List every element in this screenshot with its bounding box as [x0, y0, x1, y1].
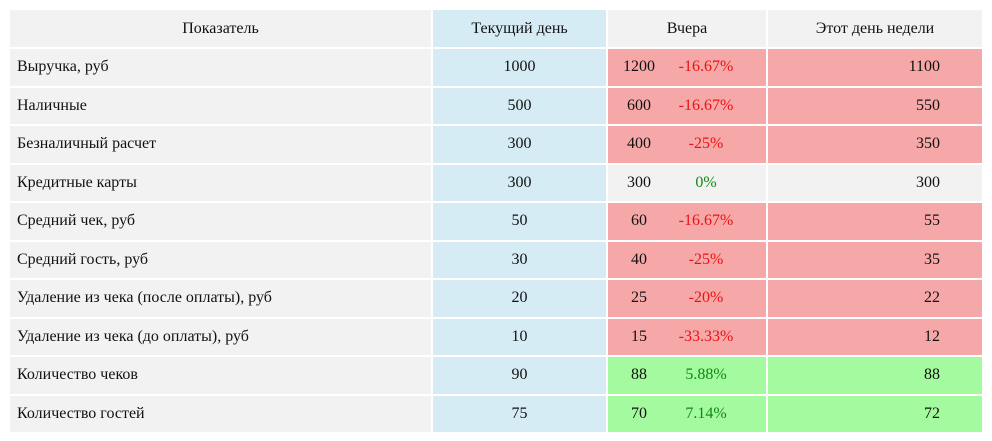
yesterday-value: 25	[631, 289, 647, 307]
yesterday-value: 600	[627, 96, 651, 114]
metric-name: Выручка, руб	[10, 49, 431, 86]
current-day-value: 300	[433, 126, 606, 163]
table-row: Количество чеков 90 88 5.88% 88	[10, 357, 982, 394]
current-day-value: 50	[433, 203, 606, 240]
yesterday-cell: 300 0%	[608, 164, 766, 201]
yesterday-value: 15	[631, 327, 647, 345]
weekday-value: 22	[768, 280, 982, 317]
weekday-value: 55	[768, 203, 982, 240]
table-row: Безналичный расчет 300 400 -25% 350	[10, 126, 982, 163]
table-header-row: Показатель Текущий день Вчера Этот день …	[10, 10, 982, 47]
yesterday-change-percent: -33.33%	[678, 327, 734, 345]
current-day-value: 30	[433, 241, 606, 278]
weekday-value: 88	[768, 357, 982, 394]
yesterday-value: 60	[631, 212, 647, 230]
weekday-value: 72	[768, 395, 982, 432]
yesterday-value: 88	[631, 366, 647, 384]
weekday-value: 550	[768, 87, 982, 124]
table-row: Удаление из чека (после оплаты), руб 20 …	[10, 280, 982, 317]
yesterday-value: 400	[627, 135, 651, 153]
table-body: Выручка, руб 1000 1200 -16.67% 1100 Нали…	[10, 49, 982, 432]
weekday-value: 300	[768, 164, 982, 201]
yesterday-value: 300	[627, 173, 651, 191]
comparison-table: Показатель Текущий день Вчера Этот день …	[10, 10, 982, 434]
yesterday-cell: 70 7.14%	[608, 395, 766, 432]
yesterday-cell: 600 -16.67%	[608, 87, 766, 124]
yesterday-change-percent: -25%	[688, 135, 724, 153]
yesterday-value: 1200	[623, 58, 655, 76]
current-day-value: 90	[433, 357, 606, 394]
metric-name: Средний чек, руб	[10, 203, 431, 240]
table-row: Средний гость, руб 30 40 -25% 35	[10, 241, 982, 278]
weekday-value: 1100	[768, 49, 982, 86]
current-day-value: 10	[433, 318, 606, 355]
metric-name: Количество гостей	[10, 395, 431, 432]
current-day-value: 300	[433, 164, 606, 201]
yesterday-change-percent: -16.67%	[678, 96, 734, 114]
header-current-day: Текущий день	[433, 10, 606, 47]
table-row: Удаление из чека (до оплаты), руб 10 15 …	[10, 318, 982, 355]
metric-name: Удаление из чека (до оплаты), руб	[10, 318, 431, 355]
yesterday-cell: 1200 -16.67%	[608, 49, 766, 86]
metric-name: Наличные	[10, 87, 431, 124]
weekday-value: 350	[768, 126, 982, 163]
yesterday-change-percent: 0%	[695, 173, 717, 191]
metric-name: Средний гость, руб	[10, 241, 431, 278]
table-row: Наличные 500 600 -16.67% 550	[10, 87, 982, 124]
yesterday-value: 40	[631, 250, 647, 268]
yesterday-cell: 400 -25%	[608, 126, 766, 163]
current-day-value: 500	[433, 87, 606, 124]
weekday-value: 35	[768, 241, 982, 278]
yesterday-change-percent: 7.14%	[685, 404, 727, 422]
header-yesterday: Вчера	[608, 10, 766, 47]
yesterday-change-percent: -16.67%	[678, 212, 734, 230]
yesterday-value: 70	[631, 404, 647, 422]
yesterday-change-percent: -25%	[688, 250, 724, 268]
yesterday-cell: 88 5.88%	[608, 357, 766, 394]
table-row: Средний чек, руб 50 60 -16.67% 55	[10, 203, 982, 240]
table-row: Количество гостей 75 70 7.14% 72	[10, 395, 982, 432]
yesterday-change-percent: -16.67%	[678, 58, 734, 76]
current-day-value: 1000	[433, 49, 606, 86]
table-row: Кредитные карты 300 300 0% 300	[10, 164, 982, 201]
header-metric: Показатель	[10, 10, 431, 47]
metric-name: Удаление из чека (после оплаты), руб	[10, 280, 431, 317]
metric-name: Кредитные карты	[10, 164, 431, 201]
weekday-value: 12	[768, 318, 982, 355]
yesterday-change-percent: -20%	[688, 289, 724, 307]
yesterday-change-percent: 5.88%	[685, 366, 727, 384]
current-day-value: 20	[433, 280, 606, 317]
yesterday-cell: 25 -20%	[608, 280, 766, 317]
table-row: Выручка, руб 1000 1200 -16.67% 1100	[10, 49, 982, 86]
yesterday-cell: 60 -16.67%	[608, 203, 766, 240]
metric-name: Безналичный расчет	[10, 126, 431, 163]
current-day-value: 75	[433, 395, 606, 432]
yesterday-cell: 15 -33.33%	[608, 318, 766, 355]
header-weekday: Этот день недели	[768, 10, 982, 47]
metric-name: Количество чеков	[10, 357, 431, 394]
yesterday-cell: 40 -25%	[608, 241, 766, 278]
